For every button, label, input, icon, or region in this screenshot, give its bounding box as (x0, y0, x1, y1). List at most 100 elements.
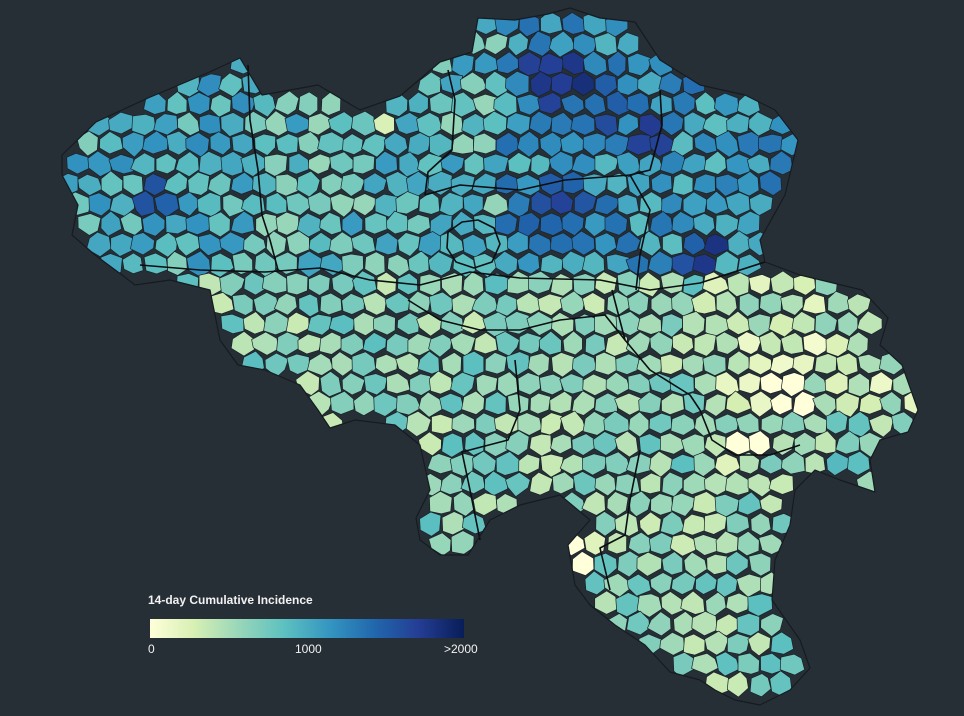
municipality-region[interactable] (747, 593, 773, 617)
municipality-region[interactable] (131, 113, 157, 136)
municipality-region[interactable] (430, 50, 453, 75)
municipality-region[interactable] (715, 331, 740, 355)
municipality-region[interactable] (560, 410, 586, 438)
municipality-region[interactable] (540, 412, 563, 436)
municipality-region[interactable] (825, 333, 850, 357)
municipality-region[interactable] (77, 173, 103, 197)
municipality-region[interactable] (406, 410, 432, 438)
municipality-region[interactable] (407, 333, 433, 356)
municipality-region[interactable] (706, 553, 729, 575)
municipality-region[interactable] (472, 132, 497, 155)
municipality-region[interactable] (417, 71, 442, 97)
municipality-region[interactable] (528, 270, 554, 295)
municipality-region[interactable] (837, 311, 859, 337)
municipality-region[interactable] (715, 651, 740, 677)
municipality-region[interactable] (606, 491, 629, 517)
municipality-region[interactable] (769, 353, 795, 375)
municipality-region[interactable] (495, 131, 520, 157)
municipality-region[interactable] (100, 170, 124, 198)
municipality-region[interactable] (615, 473, 641, 495)
municipality-region[interactable] (714, 250, 740, 276)
municipality-region[interactable] (364, 251, 386, 277)
municipality-region[interactable] (516, 130, 540, 158)
municipality-region[interactable] (736, 612, 760, 637)
municipality-region[interactable] (537, 293, 564, 317)
municipality-region[interactable] (736, 170, 760, 197)
municipality-region[interactable] (693, 173, 716, 195)
municipality-region[interactable] (594, 32, 618, 57)
municipality-region[interactable] (660, 271, 685, 295)
municipality-region[interactable] (517, 372, 541, 396)
municipality-region[interactable] (387, 253, 410, 278)
municipality-region[interactable] (671, 172, 694, 196)
municipality-region[interactable] (725, 512, 750, 535)
municipality-region[interactable] (122, 252, 144, 275)
municipality-region[interactable] (418, 191, 441, 215)
municipality-region[interactable] (373, 112, 395, 136)
municipality-region[interactable] (507, 230, 529, 255)
municipality-region[interactable] (694, 372, 719, 396)
municipality-region[interactable] (317, 131, 345, 155)
municipality-region[interactable] (552, 471, 575, 495)
municipality-region[interactable] (110, 233, 134, 257)
municipality-region[interactable] (507, 32, 529, 57)
municipality-region[interactable] (824, 371, 849, 396)
municipality-region[interactable] (175, 151, 200, 178)
municipality-region[interactable] (803, 371, 828, 395)
municipality-region[interactable] (660, 353, 684, 375)
municipality-region[interactable] (879, 391, 902, 416)
municipality-region[interactable] (373, 313, 396, 336)
municipality-region[interactable] (88, 192, 112, 217)
municipality-region[interactable] (694, 91, 718, 116)
municipality-region[interactable] (769, 150, 794, 176)
municipality-region[interactable] (606, 90, 630, 116)
municipality-region[interactable] (660, 591, 684, 616)
municipality-region[interactable] (594, 113, 618, 137)
municipality-region[interactable] (516, 93, 541, 116)
municipality-region[interactable] (770, 270, 795, 295)
municipality-region[interactable] (77, 213, 102, 236)
municipality-region[interactable] (364, 212, 389, 235)
municipality-region[interactable] (529, 110, 554, 136)
municipality-region[interactable] (131, 190, 156, 217)
municipality-region[interactable] (174, 231, 200, 257)
municipality-region[interactable] (691, 610, 718, 637)
municipality-region[interactable] (429, 91, 455, 115)
municipality-region[interactable] (616, 32, 640, 56)
municipality-region[interactable] (738, 372, 762, 395)
municipality-region[interactable] (594, 392, 618, 415)
municipality-region[interactable] (527, 30, 553, 57)
municipality-region[interactable] (802, 413, 828, 434)
municipality-region[interactable] (275, 251, 298, 275)
municipality-region[interactable] (825, 410, 849, 435)
municipality-region[interactable] (517, 51, 542, 77)
municipality-region[interactable] (682, 311, 706, 337)
municipality-region[interactable] (584, 211, 608, 238)
municipality-region[interactable] (143, 252, 169, 275)
municipality-region[interactable] (759, 330, 782, 357)
municipality-region[interactable] (284, 113, 310, 135)
municipality-region[interactable] (340, 172, 366, 197)
municipality-region[interactable] (264, 352, 289, 378)
municipality-region[interactable] (582, 11, 608, 37)
municipality-region[interactable] (769, 670, 793, 697)
municipality-region[interactable] (154, 192, 180, 218)
municipality-region[interactable] (760, 613, 784, 637)
municipality-region[interactable] (409, 373, 432, 396)
municipality-region[interactable] (626, 92, 650, 116)
municipality-region[interactable] (352, 193, 378, 217)
municipality-region[interactable] (737, 491, 762, 516)
municipality-region[interactable] (208, 211, 231, 238)
municipality-region[interactable] (408, 91, 429, 115)
municipality-region[interactable] (518, 453, 541, 475)
municipality-region[interactable] (703, 150, 727, 175)
municipality-region[interactable] (165, 213, 190, 235)
municipality-region[interactable] (746, 153, 771, 175)
municipality-region[interactable] (561, 11, 586, 35)
municipality-region[interactable] (891, 411, 915, 436)
municipality-region[interactable] (76, 130, 99, 157)
municipality-region[interactable] (562, 51, 585, 75)
municipality-region[interactable] (462, 271, 485, 297)
municipality-region[interactable] (65, 191, 92, 216)
municipalities-layer[interactable] (55, 10, 926, 698)
